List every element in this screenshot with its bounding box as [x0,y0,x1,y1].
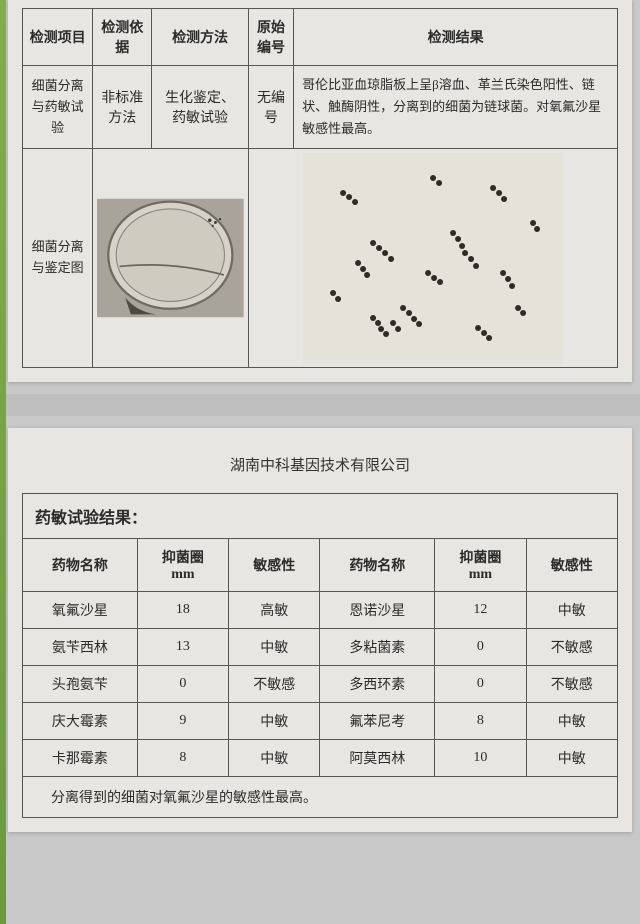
detection-table: 检测项目 检测依据 检测方法 原始编号 检测结果 细菌分离与药敏试验 非标准方法… [22,8,618,368]
cell: 多西环素 [320,666,435,703]
cell-result: 哥伦比亚血琼脂板上呈β溶血、革兰氏染色阳性、链状、触酶阴性，分离到的细菌为链球菌… [294,66,618,149]
th-zone-label-1b: mm [144,567,222,583]
table-row: 卡那霉素 8 中敏 阿莫西林 10 中敏 [23,740,618,777]
cell: 8 [435,703,526,740]
cell: 高敏 [229,592,320,629]
cell: 卡那霉素 [23,740,138,777]
th-method: 检测方法 [152,9,249,66]
cell: 18 [137,592,228,629]
cell: 8 [137,740,228,777]
document-page-1: 检测项目 检测依据 检测方法 原始编号 检测结果 细菌分离与药敏试验 非标准方法… [8,0,632,382]
th-zone-label-2a: 抑菌圈 [441,547,519,567]
page-gap [0,394,640,416]
th-zone-1: 抑菌圈 mm [137,539,228,592]
cell: 多粘菌素 [320,629,435,666]
th-zone-label-1a: 抑菌圈 [144,547,222,567]
cell: 中敏 [526,592,617,629]
table-row: 头孢氨苄 0 不敏感 多西环素 0 不敏感 [23,666,618,703]
cell: 氨苄西林 [23,629,138,666]
cell: 10 [435,740,526,777]
table-row: 氨苄西林 13 中敏 多粘菌素 0 不敏感 [23,629,618,666]
table-row-images: 细菌分离与鉴定图 [23,149,618,368]
th-sens-2: 敏感性 [526,539,617,592]
cell: 氟苯尼考 [320,703,435,740]
petri-dish-icon [97,153,244,363]
th-result: 检测结果 [294,9,618,66]
cell-item: 细菌分离与药敏试验 [23,66,93,149]
th-zone-label-2b: mm [441,567,519,583]
cell: 0 [137,666,228,703]
cell-basis: 非标准方法 [93,66,152,149]
company-name: 湖南中科基因技术有限公司 [22,448,618,493]
table-row: 细菌分离与药敏试验 非标准方法 生化鉴定、药敏试验 无编号 哥伦比亚血琼脂板上呈… [23,66,618,149]
cell: 中敏 [229,740,320,777]
th-item: 检测项目 [23,9,93,66]
cell: 不敏感 [229,666,320,703]
cell: 中敏 [526,703,617,740]
cell: 0 [435,666,526,703]
footnote-row: 分离得到的细菌对氧氟沙星的敏感性最高。 [23,777,618,818]
cell: 头孢氨苄 [23,666,138,703]
table-header-row: 检测项目 检测依据 检测方法 原始编号 检测结果 [23,9,618,66]
th-basis: 检测依据 [93,9,152,66]
section-title-row: 药敏试验结果： [23,494,618,539]
th-drug-2: 药物名称 [320,539,435,592]
cell: 恩诺沙星 [320,592,435,629]
page-edge-accent [0,0,6,924]
cell: 9 [137,703,228,740]
sensitivity-table: 药敏试验结果： 药物名称 抑菌圈 mm 敏感性 药物名称 抑菌圈 mm 敏感性 … [22,493,618,818]
microscope-view-icon [253,153,613,363]
cell: 不敏感 [526,666,617,703]
cell: 阿莫西林 [320,740,435,777]
table-row: 庆大霉素 9 中敏 氟苯尼考 8 中敏 [23,703,618,740]
cell: 13 [137,629,228,666]
cell: 中敏 [229,703,320,740]
cell: 中敏 [526,740,617,777]
cell: 中敏 [229,629,320,666]
cell-number: 无编号 [248,66,293,149]
cell: 庆大霉素 [23,703,138,740]
table-row: 氧氟沙星 18 高敏 恩诺沙星 12 中敏 [23,592,618,629]
cell: 12 [435,592,526,629]
cell: 氧氟沙星 [23,592,138,629]
th-zone-2: 抑菌圈 mm [435,539,526,592]
th-sens-1: 敏感性 [229,539,320,592]
footnote-text: 分离得到的细菌对氧氟沙星的敏感性最高。 [23,777,618,818]
cell-method: 生化鉴定、药敏试验 [152,66,249,149]
cell: 不敏感 [526,629,617,666]
table-header-row: 药物名称 抑菌圈 mm 敏感性 药物名称 抑菌圈 mm 敏感性 [23,539,618,592]
cell-image-label: 细菌分离与鉴定图 [23,149,93,368]
cell: 0 [435,629,526,666]
cell-microscope-image [248,149,617,368]
th-drug-1: 药物名称 [23,539,138,592]
section-title: 药敏试验结果： [23,494,618,539]
th-number: 原始编号 [248,9,293,66]
cell-petri-image [93,149,249,368]
document-page-2: 湖南中科基因技术有限公司 药敏试验结果： 药物名称 抑菌圈 mm 敏感性 药物名… [8,428,632,832]
